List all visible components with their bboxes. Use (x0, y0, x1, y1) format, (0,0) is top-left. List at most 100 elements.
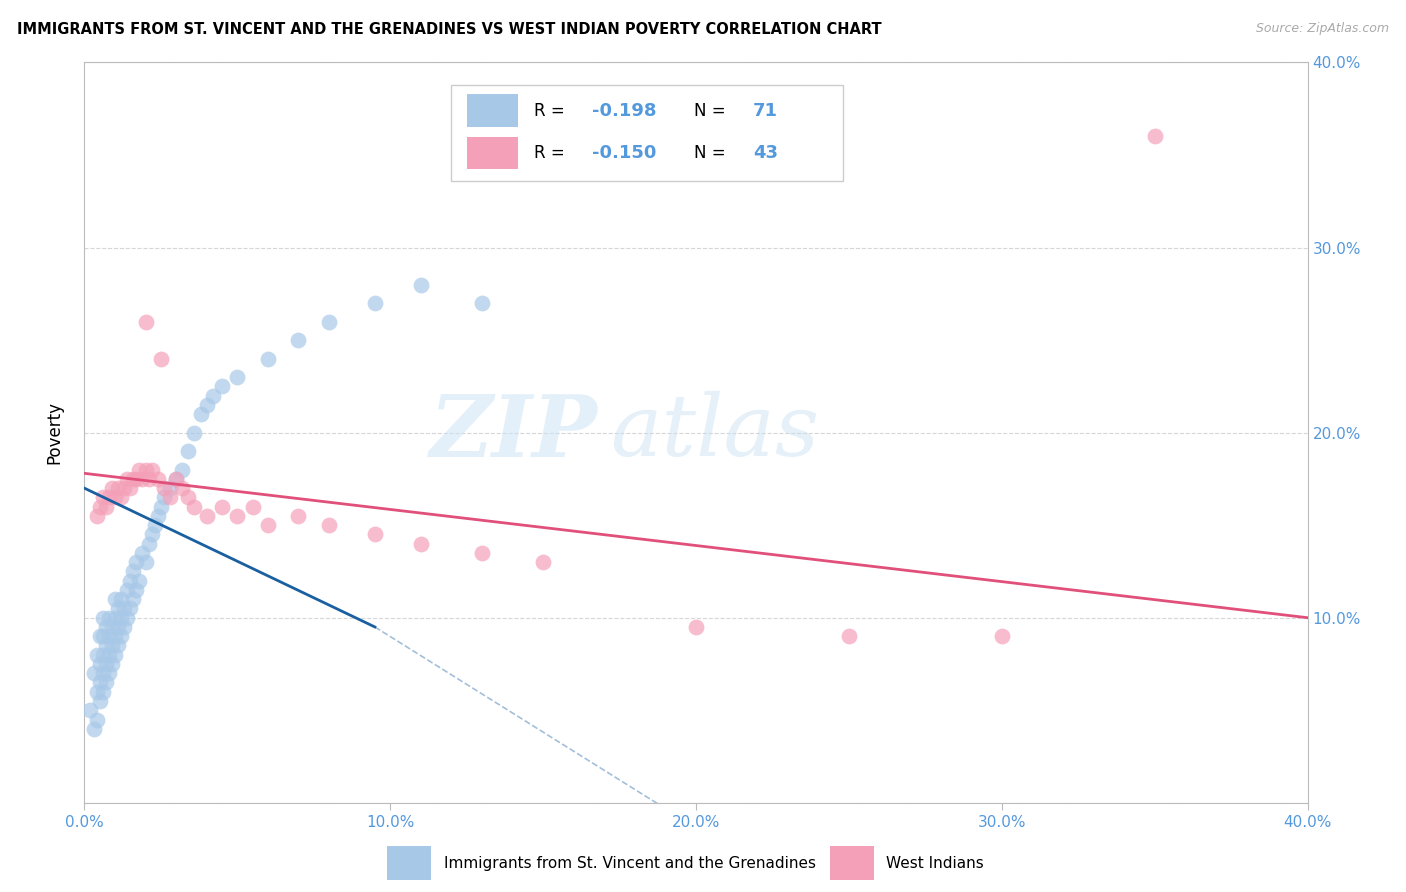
Point (211, 379, 233, 393)
Point (89, 657, 111, 671)
Point (409, 277, 432, 292)
Point (115, 582, 138, 597)
Point (195, 508, 218, 523)
Point (146, 508, 169, 523)
Point (177, 444, 200, 458)
Point (471, 296, 494, 310)
Point (107, 620, 129, 634)
Point (991, 629, 1014, 643)
FancyBboxPatch shape (387, 846, 432, 880)
Point (143, 518, 166, 533)
Point (195, 398, 218, 412)
Point (97, 491, 120, 505)
Point (131, 472, 153, 486)
Point (149, 351, 172, 366)
Point (89, 675, 111, 690)
Point (159, 481, 181, 495)
Text: ZIP: ZIP (430, 391, 598, 475)
Point (471, 546, 494, 560)
Point (226, 508, 249, 523)
Point (165, 472, 187, 486)
Point (287, 508, 309, 523)
Point (94, 620, 117, 634)
Point (91, 648, 114, 662)
Point (101, 481, 124, 495)
Point (128, 462, 150, 476)
Point (89, 500, 111, 514)
Point (135, 555, 157, 569)
Point (104, 629, 127, 643)
Point (409, 536, 432, 550)
Point (135, 462, 157, 476)
FancyBboxPatch shape (830, 846, 875, 880)
Point (172, 481, 194, 495)
Point (141, 527, 163, 541)
Point (112, 601, 135, 615)
Point (257, 518, 280, 533)
Point (91, 610, 114, 624)
Point (104, 610, 127, 624)
Point (146, 472, 169, 486)
Point (685, 620, 707, 634)
Point (94, 657, 117, 671)
Point (125, 472, 148, 486)
Point (149, 500, 172, 514)
Point (318, 518, 340, 533)
Point (112, 620, 135, 634)
Point (91, 491, 114, 505)
Point (226, 370, 249, 384)
Point (159, 491, 181, 505)
Point (110, 491, 132, 505)
Point (122, 565, 145, 579)
Point (86, 648, 108, 662)
Text: West Indians: West Indians (887, 855, 984, 871)
Point (141, 462, 163, 476)
Point (135, 314, 157, 328)
Point (115, 610, 138, 624)
Point (153, 481, 176, 495)
Point (104, 592, 127, 607)
Point (1143, 129, 1166, 144)
Point (101, 620, 124, 634)
Point (107, 481, 129, 495)
Point (165, 472, 187, 486)
Point (97, 629, 120, 643)
Point (86, 685, 108, 699)
Point (94, 675, 117, 690)
Point (104, 648, 127, 662)
Text: IMMIGRANTS FROM ST. VINCENT AND THE GRENADINES VS WEST INDIAN POVERTY CORRELATIO: IMMIGRANTS FROM ST. VINCENT AND THE GREN… (17, 22, 882, 37)
Point (86, 713, 108, 727)
Point (97, 666, 120, 681)
Point (97, 610, 120, 624)
Point (183, 425, 205, 440)
Point (364, 296, 387, 310)
Point (94, 500, 117, 514)
Point (287, 333, 309, 347)
Point (177, 491, 200, 505)
Point (122, 592, 145, 607)
Text: Source: ZipAtlas.com: Source: ZipAtlas.com (1256, 22, 1389, 36)
Point (122, 472, 145, 486)
Point (364, 527, 387, 541)
Point (242, 500, 264, 514)
Point (83, 722, 105, 736)
Point (125, 582, 148, 597)
Point (104, 491, 127, 505)
Point (172, 462, 194, 476)
Point (107, 639, 129, 653)
Point (531, 555, 554, 569)
Point (110, 610, 132, 624)
Point (131, 546, 153, 560)
Point (190, 407, 212, 421)
Point (115, 472, 138, 486)
Point (120, 574, 142, 588)
Point (86, 508, 108, 523)
Point (89, 629, 111, 643)
Point (91, 685, 114, 699)
Point (110, 592, 132, 607)
Point (201, 388, 224, 402)
Point (101, 657, 124, 671)
Point (89, 694, 111, 708)
Point (211, 500, 233, 514)
Point (91, 629, 114, 643)
